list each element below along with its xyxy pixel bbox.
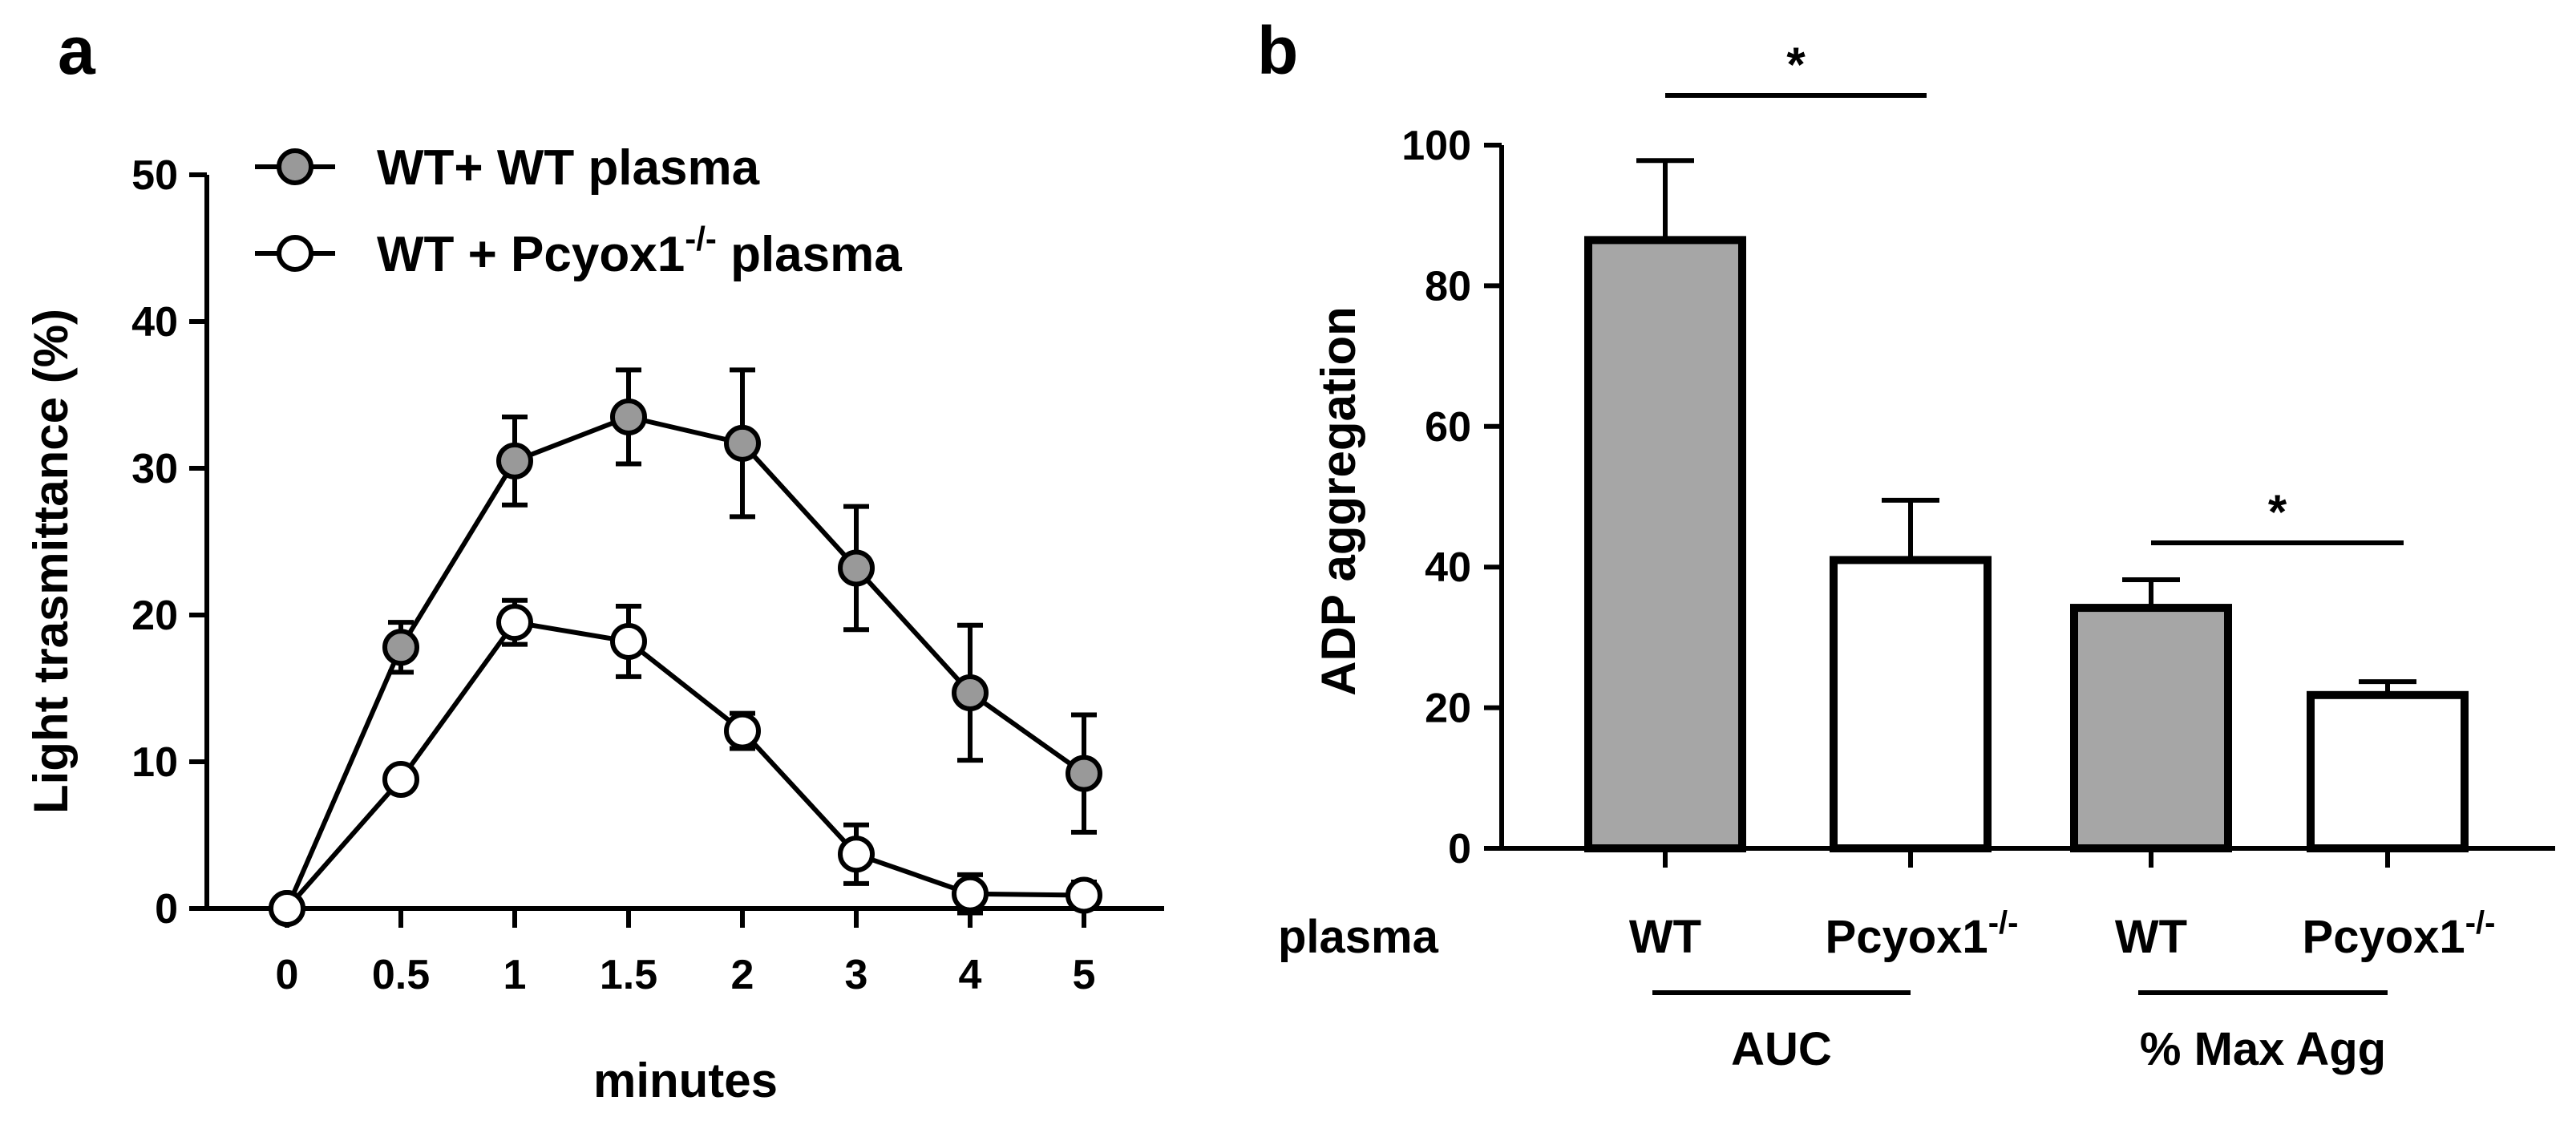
data-point	[724, 712, 761, 750]
bar-category-label: Pcyox1-/-	[1826, 905, 2019, 963]
panel-a-x-tick-label: 0.5	[372, 952, 430, 998]
data-point	[610, 622, 647, 660]
data-point	[838, 836, 875, 873]
data-point	[496, 604, 533, 641]
panel-b-letter: b	[1257, 13, 1298, 88]
panel-a-y-axis-title: Light trasmittance (%)	[24, 309, 78, 814]
panel-a-series	[269, 367, 1102, 927]
bar	[2307, 690, 2469, 853]
panel-a-series-0	[269, 367, 1102, 927]
data-point	[382, 760, 419, 798]
data-point	[952, 875, 989, 912]
panel-b-groups: AUC % Max Agg	[1652, 990, 2388, 1075]
panel-b-significance: **	[1665, 38, 2404, 545]
bar	[1584, 236, 1746, 852]
data-point	[724, 424, 761, 462]
group-label: % Max Agg	[2140, 1023, 2386, 1075]
panel-b-bars	[1584, 158, 2469, 853]
panel-b-bar-chart: b 0 20 40 60 80 100 ADP aggregation plasma WT…	[1257, 13, 2555, 1075]
data-point	[1066, 876, 1102, 914]
panel-a-ticks: 0 10 20 30 40 50 0 0.5 1 1.5 2 3 4 5	[131, 152, 1095, 998]
series-line	[285, 619, 1085, 910]
data-point	[610, 398, 647, 435]
panel-a-x-tick-label: 2	[731, 952, 754, 998]
panel-b-y-tick-label: 60	[1425, 404, 1471, 451]
group-label: AUC	[1731, 1023, 1832, 1075]
legend-marker-wt-wt	[277, 148, 313, 185]
bar-category-label: WT	[1629, 911, 1701, 963]
panel-a-y-tick-label: 40	[131, 299, 178, 346]
panel-a-line-chart: a 0 10 20 30 40 50 0 0.5 1 1.5 2 3 4 5 Light trasmitt…	[24, 13, 1164, 1107]
panel-b-y-tick-label: 20	[1425, 686, 1471, 732]
data-point	[496, 442, 533, 480]
panel-a-y-tick-label: 30	[131, 446, 178, 492]
panel-a-axes	[204, 175, 1164, 911]
panel-a-y-tick-label: 0	[155, 886, 178, 933]
bar-category-label: WT	[2115, 911, 2187, 963]
bar	[2070, 604, 2232, 852]
panel-a-x-tick-label: 5	[1073, 952, 1096, 998]
panel-a-x-tick-label: 0	[276, 952, 299, 998]
panel-a-x-tick-label: 3	[845, 952, 868, 998]
data-point	[269, 890, 305, 927]
panel-b-y-tick-label: 40	[1425, 544, 1471, 591]
panel-a-x-tick-label: 4	[959, 952, 982, 998]
panel-b-y-tick-label: 0	[1448, 826, 1471, 872]
legend-label-wt-pcyox1: WT + Pcyox1-/- plasma	[377, 220, 902, 282]
panel-a-legend: WT+ WT plasma WT + Pcyox1-/- plasma	[255, 140, 902, 282]
panel-b-category-labels: WT Pcyox1-/- WT Pcyox1-/-	[1629, 905, 2496, 963]
panel-a-y-tick-label: 10	[131, 739, 178, 786]
series-line	[285, 414, 1086, 910]
significance-star: *	[1786, 38, 1806, 91]
panel-a-x-axis-title: minutes	[593, 1054, 778, 1107]
data-point	[1066, 755, 1102, 792]
data-point	[382, 629, 419, 666]
panel-b-ticks: 0 20 40 60 80 100	[1401, 123, 2390, 872]
panel-b-y-tick-label: 80	[1425, 263, 1471, 310]
data-point	[838, 549, 875, 587]
legend-label-wt-wt: WT+ WT plasma	[377, 140, 760, 196]
panel-b-y-tick-label: 100	[1401, 123, 1471, 169]
data-point	[952, 674, 989, 711]
panel-b-y-axis-title: ADP aggregation	[1312, 306, 1365, 696]
significance-star: *	[2268, 485, 2287, 539]
panel-a-x-tick-label: 1.5	[600, 952, 657, 998]
panel-a-letter: a	[58, 13, 96, 88]
panel-b-row-label: plasma	[1278, 911, 1439, 963]
panel-a-x-tick-label: 1	[503, 952, 527, 998]
panel-a-y-tick-label: 50	[131, 152, 178, 199]
bar	[1830, 556, 1992, 852]
bar-category-label: Pcyox1-/-	[2303, 905, 2496, 963]
panel-a-series-1	[269, 597, 1102, 927]
legend-marker-wt-pcyox1	[277, 235, 313, 272]
panel-a-y-tick-label: 20	[131, 593, 178, 639]
